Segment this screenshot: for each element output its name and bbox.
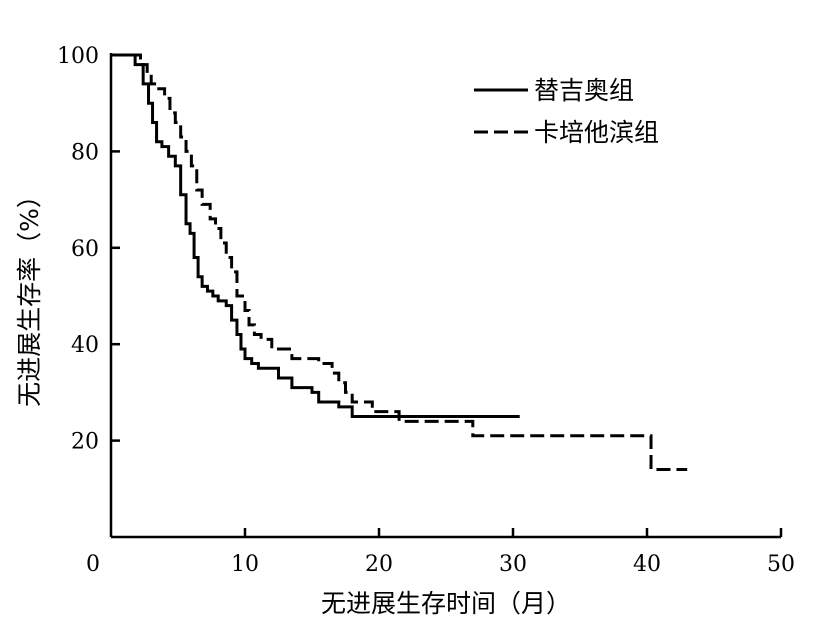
x-tick-label: 0 bbox=[86, 552, 100, 577]
y-tick-label: 80 bbox=[71, 140, 99, 165]
x-tick-label: 10 bbox=[231, 552, 259, 577]
x-tick-label: 20 bbox=[365, 552, 393, 577]
x-tick-label: 30 bbox=[499, 552, 527, 577]
legend-label-1: 替吉奥组 bbox=[534, 76, 634, 105]
axes bbox=[109, 53, 781, 539]
y-tick-label: 40 bbox=[71, 333, 99, 358]
y-axis-label: 无进展生存率（%） bbox=[15, 183, 44, 407]
ticks: 0 10 20 30 40 50 20 40 60 80 100 bbox=[57, 44, 795, 577]
series-group bbox=[111, 53, 688, 472]
x-tick-label: 40 bbox=[633, 552, 661, 577]
y-tick-label: 60 bbox=[71, 237, 99, 262]
x-tick-label: 50 bbox=[767, 552, 795, 577]
y-tick-label: 100 bbox=[57, 44, 99, 69]
series-line-2 bbox=[111, 53, 688, 472]
series-line-1 bbox=[111, 53, 520, 418]
legend-label-2: 卡培他滨组 bbox=[534, 118, 659, 147]
y-tick-label: 20 bbox=[71, 430, 99, 455]
x-axis-label: 无进展生存时间（月） bbox=[321, 589, 571, 618]
